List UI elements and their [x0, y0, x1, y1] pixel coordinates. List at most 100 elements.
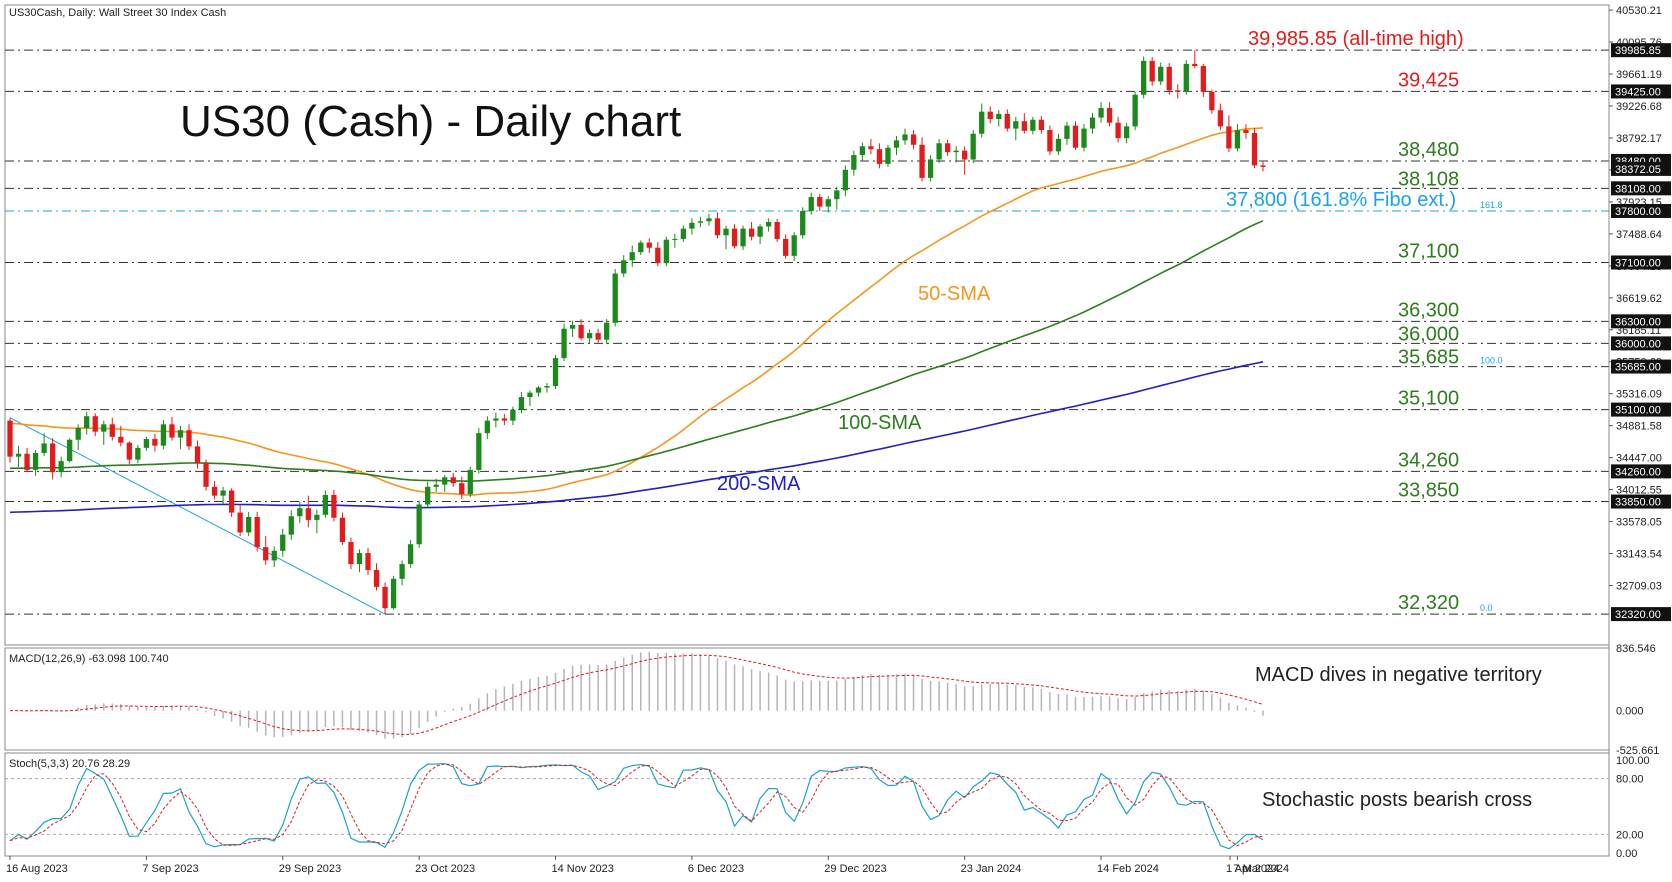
level-label: 39,425 — [1398, 69, 1459, 91]
level-label: 39,985.85 (all-time high) — [1248, 28, 1464, 50]
level-label: 35,100 — [1398, 388, 1459, 410]
stochastic-lines: 100.00 80.00 20.00 0.00 — [5, 755, 1650, 860]
candle-body — [271, 550, 277, 561]
candle-body — [1064, 125, 1070, 139]
candle-body — [186, 430, 192, 447]
candle-body — [910, 134, 917, 145]
candle-body — [629, 252, 635, 261]
axis-tick-label: 37488.64 — [1616, 229, 1662, 241]
candle-body — [1123, 126, 1130, 139]
candle-body — [962, 150, 968, 160]
price-box — [1611, 359, 1671, 374]
candle-body — [211, 486, 218, 496]
level-label: 36,300 — [1398, 299, 1459, 321]
candle-body — [944, 143, 951, 153]
candle-body — [970, 133, 976, 160]
candle-body — [1158, 66, 1164, 82]
candle-body — [646, 242, 652, 248]
candle-body — [527, 392, 533, 398]
candle-body — [425, 486, 431, 505]
candle-body — [595, 333, 601, 340]
axis-tick-label: 39661.19 — [1616, 69, 1662, 81]
price-box-label: 39425.00 — [1615, 86, 1661, 98]
candle-body — [783, 238, 789, 256]
time-tick-label: 7 Sep 2023 — [142, 863, 198, 875]
candle-body — [885, 147, 891, 164]
candle-body — [1089, 117, 1096, 129]
candle-body — [544, 386, 550, 388]
price-box-label: 36000.00 — [1615, 338, 1661, 350]
candle-body — [32, 453, 39, 470]
candle-body — [305, 508, 311, 520]
stoch-axis-label: 0.00 — [1616, 848, 1637, 860]
candle-body — [67, 439, 73, 462]
axis-tick-label: 33143.54 — [1616, 549, 1662, 561]
stoch-axis-label: 100.00 — [1616, 755, 1650, 767]
candle-body — [356, 553, 363, 565]
axis-tick-label: 34447.00 — [1616, 453, 1662, 465]
candle-body — [800, 210, 806, 236]
candle-body — [297, 508, 303, 517]
price-box-label: 32320.00 — [1615, 609, 1661, 621]
candle-body — [578, 325, 584, 339]
candle-body — [135, 447, 141, 460]
axis-tick-label: 34881.58 — [1616, 421, 1662, 433]
candle-body — [416, 504, 422, 545]
price-box-label: 38372.05 — [1615, 164, 1661, 176]
candle-body — [476, 433, 482, 470]
candle-body — [75, 427, 81, 440]
candle-body — [1098, 107, 1104, 118]
candle-body — [680, 228, 687, 239]
candle-body — [237, 512, 243, 533]
price-box-label: 35685.00 — [1615, 362, 1661, 374]
candle-body — [1038, 119, 1045, 131]
fibo-tag: 100.0 — [1480, 356, 1503, 366]
candle-body — [160, 424, 167, 446]
candle-body — [672, 238, 678, 240]
candle-body — [220, 490, 226, 496]
candle-body — [228, 490, 235, 513]
axis-tick-label: 39226.68 — [1616, 101, 1662, 113]
candle-body — [1047, 130, 1053, 152]
candle-body — [194, 446, 201, 464]
candle-body — [501, 418, 508, 421]
candle-body — [979, 111, 985, 134]
candle-body — [535, 387, 542, 393]
levels — [5, 49, 1609, 615]
candle-body — [1055, 138, 1062, 152]
price-box — [1611, 314, 1671, 329]
price-box — [1611, 464, 1671, 479]
stoch-axis-label: 20.00 — [1616, 829, 1644, 841]
price-box — [1611, 336, 1671, 351]
candle-body — [561, 328, 567, 359]
macd-title: MACD(12,26,9) -63.098 100.740 — [9, 653, 169, 665]
level-labels: 39,985.85 (all-time high) 39,425 38,480 38,… — [1226, 28, 1503, 614]
stoch-annotation: Stochastic posts bearish cross — [1262, 789, 1532, 811]
candle-body — [1115, 122, 1121, 139]
price-box-label: 33850.00 — [1615, 497, 1661, 509]
candle-body — [953, 150, 959, 153]
candle-body — [365, 553, 371, 570]
macd-histogram: 836.546 0.000 -525.661 — [10, 643, 1659, 757]
price-box-label: 37100.00 — [1615, 257, 1661, 269]
candle-body — [510, 409, 516, 421]
level-label: 34,260 — [1398, 449, 1459, 471]
time-tick-label: 6 Dec 2023 — [688, 863, 744, 875]
candle-body — [15, 453, 22, 457]
macd-axis-label: 0.000 — [1616, 706, 1644, 718]
candle-body — [1175, 90, 1181, 92]
symbol-line: US30Cash, Daily: Wall Street 30 Index Ca… — [9, 7, 226, 19]
candle-body — [569, 325, 576, 329]
price-box — [1611, 203, 1671, 218]
price-box-label: 37800.00 — [1615, 206, 1661, 218]
level-label: 35,685 — [1398, 347, 1459, 369]
axis-tick-label: 34012.55 — [1616, 485, 1662, 497]
candle-body — [101, 424, 107, 432]
candle-body — [442, 477, 448, 485]
sma200-line — [9, 361, 1264, 514]
price-box — [1611, 607, 1671, 622]
candle-body — [765, 222, 772, 227]
candle-body — [1234, 130, 1241, 149]
price-box-label: 34260.00 — [1615, 466, 1661, 478]
candle-body — [748, 228, 755, 237]
